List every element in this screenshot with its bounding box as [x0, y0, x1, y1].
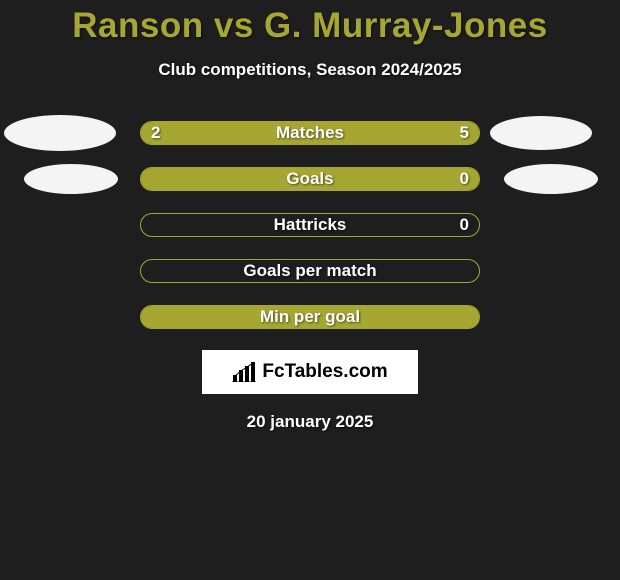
comparison-infographic: Ranson vs G. Murray-Jones Club competiti…	[0, 0, 620, 580]
stat-label: Min per goal	[141, 307, 479, 327]
bar-chart-icon	[232, 362, 256, 382]
brand-logo: FcTables.com	[202, 350, 418, 394]
stat-row: Min per goal	[0, 304, 620, 330]
page-title: Ranson vs G. Murray-Jones	[0, 0, 620, 46]
stat-label: Goals per match	[141, 261, 479, 281]
stat-row: Goals per match	[0, 258, 620, 284]
player-silhouette-right	[490, 116, 592, 150]
stat-row: 0Hattricks	[0, 212, 620, 238]
stat-label: Hattricks	[141, 215, 479, 235]
stat-row: 25Matches	[0, 120, 620, 146]
stat-bar: 0Hattricks	[140, 213, 480, 237]
player-silhouette-left	[24, 164, 118, 194]
brand-logo-text: FcTables.com	[262, 361, 387, 383]
player-silhouette-left	[4, 115, 116, 151]
stat-bar: Goals per match	[140, 259, 480, 283]
stat-bar: Min per goal	[140, 305, 480, 329]
player-silhouette-right	[504, 164, 598, 194]
stat-bar: 0Goals	[140, 167, 480, 191]
stat-bar: 25Matches	[140, 121, 480, 145]
stat-label: Goals	[141, 169, 479, 189]
stats-container: 25Matches 0Goals 0Hattricks Goals per match…	[0, 120, 620, 330]
date-label: 20 january 2025	[0, 412, 620, 432]
stat-label: Matches	[141, 123, 479, 143]
stat-row: 0Goals	[0, 166, 620, 192]
page-subtitle: Club competitions, Season 2024/2025	[0, 60, 620, 80]
